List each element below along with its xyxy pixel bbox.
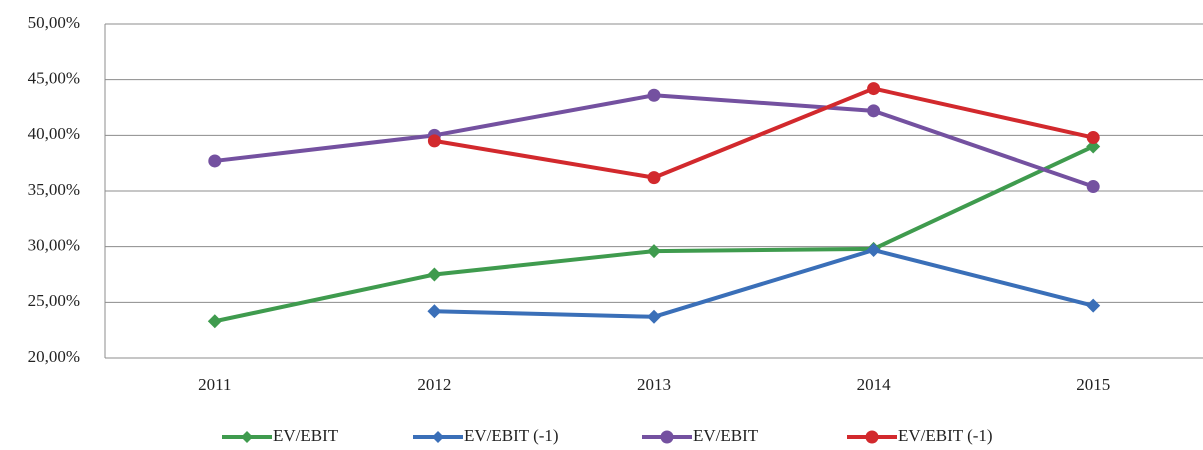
point (427, 304, 442, 319)
legend-marker (660, 430, 674, 444)
point (647, 309, 661, 324)
y-tick-label: 35,00% (28, 180, 80, 199)
point (427, 134, 441, 148)
point (1086, 180, 1100, 194)
point (867, 104, 881, 118)
x-tick-label: 2012 (417, 375, 451, 394)
legend-marker (865, 430, 879, 444)
point (647, 171, 661, 185)
x-tick-label: 2011 (198, 375, 231, 394)
y-tick-label: 20,00% (28, 347, 80, 366)
point (867, 82, 881, 96)
point (647, 88, 661, 102)
point (208, 154, 222, 168)
legend-label: EV/EBIT (273, 426, 339, 445)
y-tick-label: 45,00% (28, 69, 80, 88)
y-tick-label: 30,00% (28, 236, 80, 255)
point (1086, 298, 1101, 313)
point (647, 244, 661, 259)
point (866, 243, 881, 258)
series-line (434, 248, 1094, 319)
y-tick-label: 40,00% (28, 124, 80, 143)
series-line (434, 86, 1094, 180)
legend-label: EV/EBIT (693, 426, 759, 445)
point (427, 267, 442, 282)
x-tick-label: 2015 (1076, 375, 1110, 394)
legend-label: EV/EBIT (-1) (464, 426, 559, 445)
legend-marker (241, 431, 253, 443)
legend-label: EV/EBIT (-1) (898, 426, 993, 445)
x-tick-label: 2013 (637, 375, 671, 394)
y-tick-label: 50,00% (28, 13, 80, 32)
x-tick-label: 2014 (857, 375, 892, 394)
legend-marker (432, 431, 444, 443)
point (207, 314, 222, 329)
y-tick-label: 25,00% (28, 291, 80, 310)
point (1086, 131, 1100, 145)
